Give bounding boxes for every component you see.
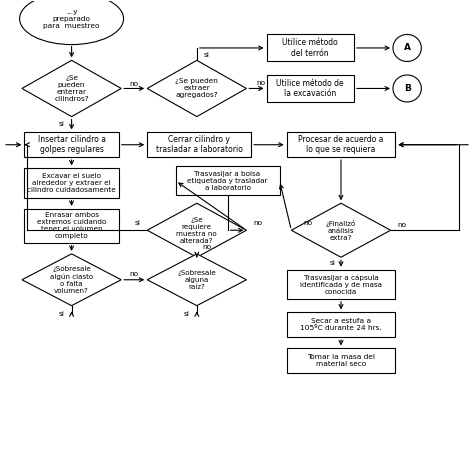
FancyBboxPatch shape bbox=[147, 132, 251, 157]
Text: no: no bbox=[398, 222, 407, 228]
Text: ¿Se
requiere
muestra no
alterada?: ¿Se requiere muestra no alterada? bbox=[176, 217, 217, 244]
FancyBboxPatch shape bbox=[175, 166, 280, 195]
Polygon shape bbox=[147, 254, 246, 306]
Text: no: no bbox=[130, 271, 139, 277]
FancyBboxPatch shape bbox=[287, 348, 395, 373]
Polygon shape bbox=[147, 203, 246, 257]
Text: ...y
preparado
para  muestreo: ...y preparado para muestreo bbox=[43, 9, 100, 29]
Text: Trasvasijar a cápsula
identificada y de masa
conocida: Trasvasijar a cápsula identificada y de … bbox=[300, 274, 382, 294]
Text: ¿Sobresale
alguna
raíz?: ¿Sobresale alguna raíz? bbox=[177, 270, 216, 290]
Text: si: si bbox=[135, 220, 141, 227]
Text: ¿Sobresale
algún clasto
o falta
volumen?: ¿Sobresale algún clasto o falta volumen? bbox=[50, 266, 93, 293]
FancyBboxPatch shape bbox=[24, 168, 119, 198]
FancyBboxPatch shape bbox=[287, 132, 395, 157]
Text: Secar a estufa a
105ºC durante 24 hrs.: Secar a estufa a 105ºC durante 24 hrs. bbox=[300, 318, 382, 331]
Text: Tomar la masa del
material seco: Tomar la masa del material seco bbox=[307, 354, 375, 367]
Circle shape bbox=[393, 35, 421, 62]
Polygon shape bbox=[292, 203, 391, 257]
Text: Procesar de acuerdo a
lo que se requiera: Procesar de acuerdo a lo que se requiera bbox=[298, 135, 383, 155]
FancyBboxPatch shape bbox=[266, 35, 354, 62]
Text: Cerrar cilindro y
trasladar a laboratorio: Cerrar cilindro y trasladar a laboratori… bbox=[156, 135, 243, 155]
Text: no: no bbox=[303, 220, 312, 227]
Text: Insertar cilindro a
golpes regulares: Insertar cilindro a golpes regulares bbox=[37, 135, 106, 155]
Text: A: A bbox=[404, 44, 410, 53]
Text: no: no bbox=[254, 220, 263, 227]
Text: no: no bbox=[203, 245, 212, 250]
Polygon shape bbox=[22, 254, 121, 306]
Text: Excavar el suelo
alrededor y extraer el
cilindro cuidadosamente: Excavar el suelo alrededor y extraer el … bbox=[27, 173, 116, 193]
Text: ¿Se pueden
extraer
agregados?: ¿Se pueden extraer agregados? bbox=[175, 79, 218, 99]
Ellipse shape bbox=[19, 0, 124, 45]
Text: si: si bbox=[58, 310, 64, 317]
Text: si: si bbox=[58, 121, 64, 128]
Text: Utilice método de
la excavación: Utilice método de la excavación bbox=[276, 79, 344, 98]
Text: si: si bbox=[329, 260, 336, 265]
Text: no: no bbox=[130, 81, 139, 87]
Text: ¿Se
pueden
enterrar
cilindros?: ¿Se pueden enterrar cilindros? bbox=[55, 75, 89, 102]
Polygon shape bbox=[147, 60, 246, 117]
Text: si: si bbox=[203, 52, 209, 58]
Polygon shape bbox=[22, 60, 121, 117]
FancyBboxPatch shape bbox=[266, 75, 354, 102]
FancyBboxPatch shape bbox=[287, 270, 395, 299]
FancyBboxPatch shape bbox=[287, 312, 395, 337]
FancyBboxPatch shape bbox=[24, 209, 119, 243]
FancyBboxPatch shape bbox=[24, 132, 119, 157]
Text: ¿Finalizó
análisis
extra?: ¿Finalizó análisis extra? bbox=[326, 220, 356, 241]
Text: si: si bbox=[183, 310, 190, 317]
Text: Utilice método
del terrón: Utilice método del terrón bbox=[283, 38, 338, 58]
Text: B: B bbox=[404, 84, 410, 93]
Circle shape bbox=[393, 75, 421, 102]
Text: Trasvasijar a bolsa
etiquetada y trasladar
a laboratorio: Trasvasijar a bolsa etiquetada y traslad… bbox=[187, 171, 268, 191]
Text: no: no bbox=[256, 80, 265, 86]
Text: Enrasar ambos
extremos cuidando
tener el volumen
completo: Enrasar ambos extremos cuidando tener el… bbox=[37, 212, 106, 239]
